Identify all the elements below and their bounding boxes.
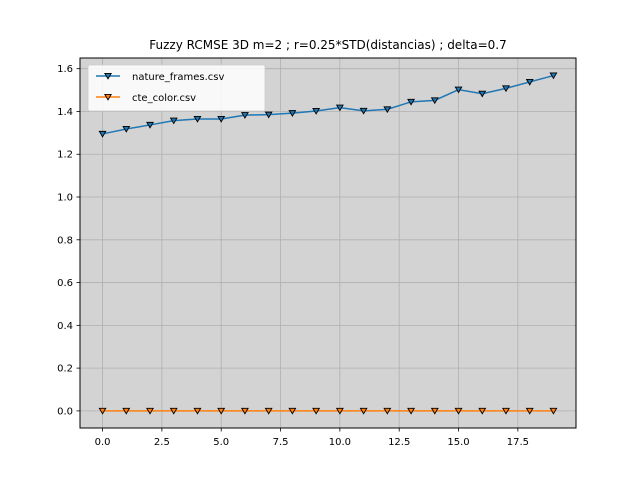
y-tick-label: 0.4 — [57, 321, 73, 332]
data-point — [312, 108, 321, 115]
data-point — [359, 107, 368, 115]
data-point — [264, 111, 273, 119]
legend: nature_frames.csv cte_color.csv — [87, 64, 266, 112]
data-point — [383, 407, 392, 415]
data-point — [335, 104, 344, 112]
series-group — [98, 72, 558, 415]
x-tick-label: 7.5 — [273, 437, 289, 448]
y-tick-label: 1.0 — [57, 193, 73, 204]
x-tick-label: 12.5 — [388, 437, 410, 448]
data-point — [98, 130, 107, 138]
legend-item-2: cte_color.csv — [96, 93, 196, 104]
data-point — [383, 106, 392, 114]
data-point — [169, 407, 178, 415]
data-point — [240, 407, 249, 415]
data-point — [312, 407, 321, 415]
legend-label: cte_color.csv — [132, 93, 196, 104]
legend-box — [87, 64, 266, 112]
y-tick-label: 0.8 — [57, 235, 73, 246]
y-axis: 0.0 0.2 0.4 0.6 0.8 1.0 1.2 1.4 1.6 — [57, 64, 80, 417]
y-tick-label: 0.2 — [57, 364, 73, 375]
legend-swatch-marker — [104, 72, 112, 80]
data-point — [146, 121, 154, 129]
x-axis: 0.0 2.5 5.0 7.5 10.0 12.5 15.0 17.5 — [95, 428, 529, 448]
data-point — [549, 407, 558, 415]
data-point — [217, 115, 226, 123]
data-point — [288, 407, 297, 415]
x-tick-label: 10.0 — [329, 437, 351, 448]
y-tick-label: 0.0 — [57, 406, 73, 417]
data-point — [193, 407, 202, 415]
data-point — [169, 117, 178, 125]
legend-label: nature_frames.csv — [132, 72, 225, 83]
data-point — [359, 407, 368, 415]
series-1 — [98, 72, 558, 138]
x-tick-label: 17.5 — [507, 437, 529, 448]
data-point — [430, 97, 439, 105]
data-point — [98, 407, 107, 415]
series-2 — [98, 407, 558, 415]
data-point — [122, 407, 131, 415]
data-point — [478, 90, 487, 98]
y-tick-label: 1.2 — [57, 150, 73, 161]
legend-item-1: nature_frames.csv — [96, 72, 225, 83]
data-point — [146, 407, 154, 415]
data-point — [478, 407, 487, 415]
data-point — [549, 72, 558, 80]
x-tick-label: 15.0 — [447, 437, 469, 448]
grid-lines — [80, 58, 576, 428]
y-tick-label: 1.6 — [57, 64, 73, 75]
plot-frame — [79, 57, 577, 429]
data-point — [193, 115, 202, 123]
data-point — [288, 110, 297, 117]
x-tick-label: 2.5 — [154, 437, 170, 448]
x-tick-label: 0.0 — [95, 437, 111, 448]
chart-title: Fuzzy RCMSE 3D m=2 ; r=0.25*STD(distanci… — [149, 38, 506, 52]
data-point — [122, 125, 131, 133]
y-tick-label: 1.4 — [57, 107, 73, 118]
data-point — [240, 112, 249, 119]
data-point — [502, 407, 510, 415]
y-tick-label: 0.6 — [57, 278, 73, 289]
data-point — [430, 407, 439, 415]
series-line — [102, 74, 554, 135]
data-point — [264, 407, 273, 415]
data-point — [454, 407, 463, 415]
data-point — [454, 86, 463, 94]
x-tick-label: 5.0 — [213, 437, 229, 448]
data-point — [525, 407, 534, 415]
data-point — [525, 78, 534, 86]
data-point — [407, 407, 416, 415]
data-point — [335, 407, 344, 415]
legend-swatch-marker — [104, 93, 112, 101]
data-point — [407, 98, 416, 106]
data-point — [217, 407, 226, 415]
plot-area — [80, 58, 576, 428]
data-point — [502, 85, 510, 93]
